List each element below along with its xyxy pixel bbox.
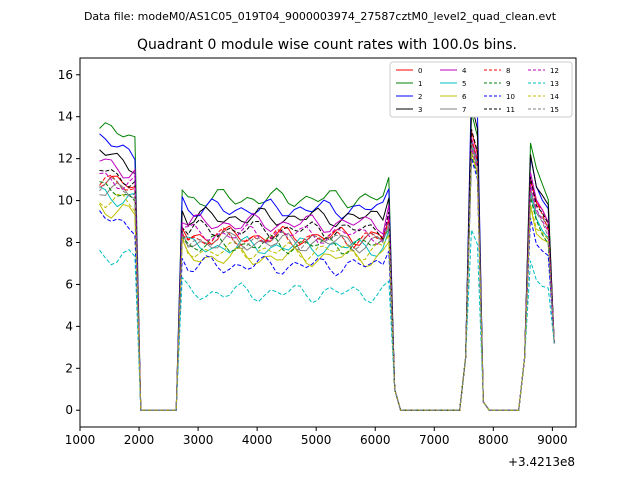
legend-label-14: 14 [550, 93, 559, 101]
series-line-5 [99, 141, 555, 411]
y-tick-label: 16 [58, 68, 73, 82]
x-tick-label: 4000 [242, 433, 273, 447]
chart-title: Quadrant 0 module wise count rates with … [137, 37, 517, 53]
series-line-12 [99, 148, 555, 411]
legend-label-3: 3 [418, 106, 422, 114]
x-tick-label: 6000 [360, 433, 391, 447]
series-line-6 [99, 152, 555, 411]
y-tick-label: 2 [65, 361, 73, 375]
series-line-15 [99, 143, 555, 411]
legend-label-10: 10 [506, 93, 515, 101]
x-tick-label: 8000 [478, 433, 509, 447]
series-line-8 [99, 139, 555, 411]
legend-label-6: 6 [462, 93, 467, 101]
y-tick-label: 4 [65, 319, 73, 333]
y-tick-label: 14 [58, 110, 73, 124]
y-tick-label: 0 [65, 403, 73, 417]
series-line-9 [99, 154, 555, 411]
legend-label-0: 0 [418, 67, 422, 75]
series-line-1 [99, 112, 555, 411]
x-offset-label: +3.4213e8 [508, 455, 575, 469]
x-tick-label: 1000 [65, 433, 96, 447]
legend-label-9: 9 [506, 80, 510, 88]
y-tick-label: 8 [65, 236, 73, 250]
x-tick-label: 3000 [183, 433, 214, 447]
series-line-14 [99, 152, 555, 411]
x-tick-label: 5000 [301, 433, 332, 447]
legend-label-11: 11 [506, 106, 515, 114]
y-tick-label: 12 [58, 152, 73, 166]
x-tick-label: 9000 [537, 433, 568, 447]
y-tick-label: 6 [65, 277, 73, 291]
series-line-4 [99, 137, 555, 411]
series-line-2 [99, 83, 555, 411]
plot-area: 1000 2000 3000 4000 5000 6000 7000 8000 9000 0 2 4 6… [58, 57, 577, 447]
legend-label-15: 15 [550, 106, 559, 114]
series-line-13 [99, 229, 555, 411]
series-line-3 [99, 103, 555, 411]
series-line-7 [99, 145, 555, 411]
legend-label-8: 8 [506, 67, 510, 75]
legend-label-12: 12 [550, 67, 559, 75]
legend-label-13: 13 [550, 80, 559, 88]
legend-label-1: 1 [418, 80, 422, 88]
x-tick-label: 7000 [419, 433, 450, 447]
legend-box [389, 61, 573, 118]
legend-label-7: 7 [462, 106, 466, 114]
series-line-10 [99, 158, 555, 411]
series-line-11 [99, 129, 555, 411]
series-line-0 [99, 131, 555, 411]
legend-label-4: 4 [462, 67, 467, 75]
legend-label-2: 2 [418, 93, 422, 101]
legend-label-5: 5 [462, 80, 466, 88]
y-tick-label: 10 [58, 194, 73, 208]
x-tick-label: 2000 [124, 433, 155, 447]
data-file-label: Data file: modeM0/AS1C05_019T04_90000039… [84, 10, 557, 23]
